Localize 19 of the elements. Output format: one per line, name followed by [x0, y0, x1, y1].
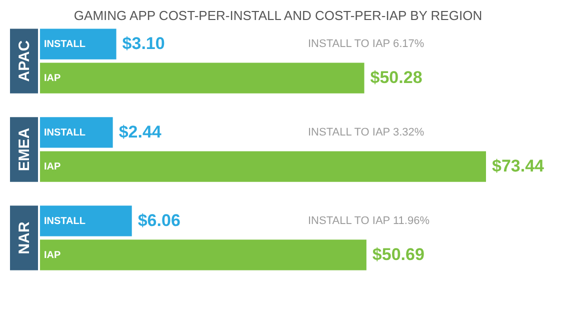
annotation: INSTALL TO IAP 11.96%	[308, 214, 430, 227]
series-label: INSTALL	[44, 39, 86, 50]
y-tick-label: EMEA	[16, 128, 33, 172]
data-label: $50.28	[370, 68, 422, 88]
data-label: $3.10	[122, 34, 165, 54]
text: INSTALL	[44, 127, 86, 138]
data-label: $50.69	[372, 244, 424, 264]
annotation: INSTALL TO IAP 6.17%	[308, 38, 424, 50]
text: IAP	[44, 73, 61, 84]
text: IAP	[44, 162, 61, 173]
y-tick-label: NAR	[16, 222, 33, 254]
y-tick-label: APAC	[16, 40, 33, 82]
data-label: $6.06	[138, 210, 180, 230]
data-label: $73.44	[492, 156, 545, 176]
data-label: $2.44	[118, 122, 162, 142]
text: INSTALL	[44, 216, 86, 227]
chart-title: GAMING APP COST-PER-INSTALL AND COST-PER-IAP BY REGION	[74, 8, 482, 23]
text: IAP	[44, 250, 61, 261]
annotation: INSTALL TO IAP 3.32%	[308, 126, 424, 138]
